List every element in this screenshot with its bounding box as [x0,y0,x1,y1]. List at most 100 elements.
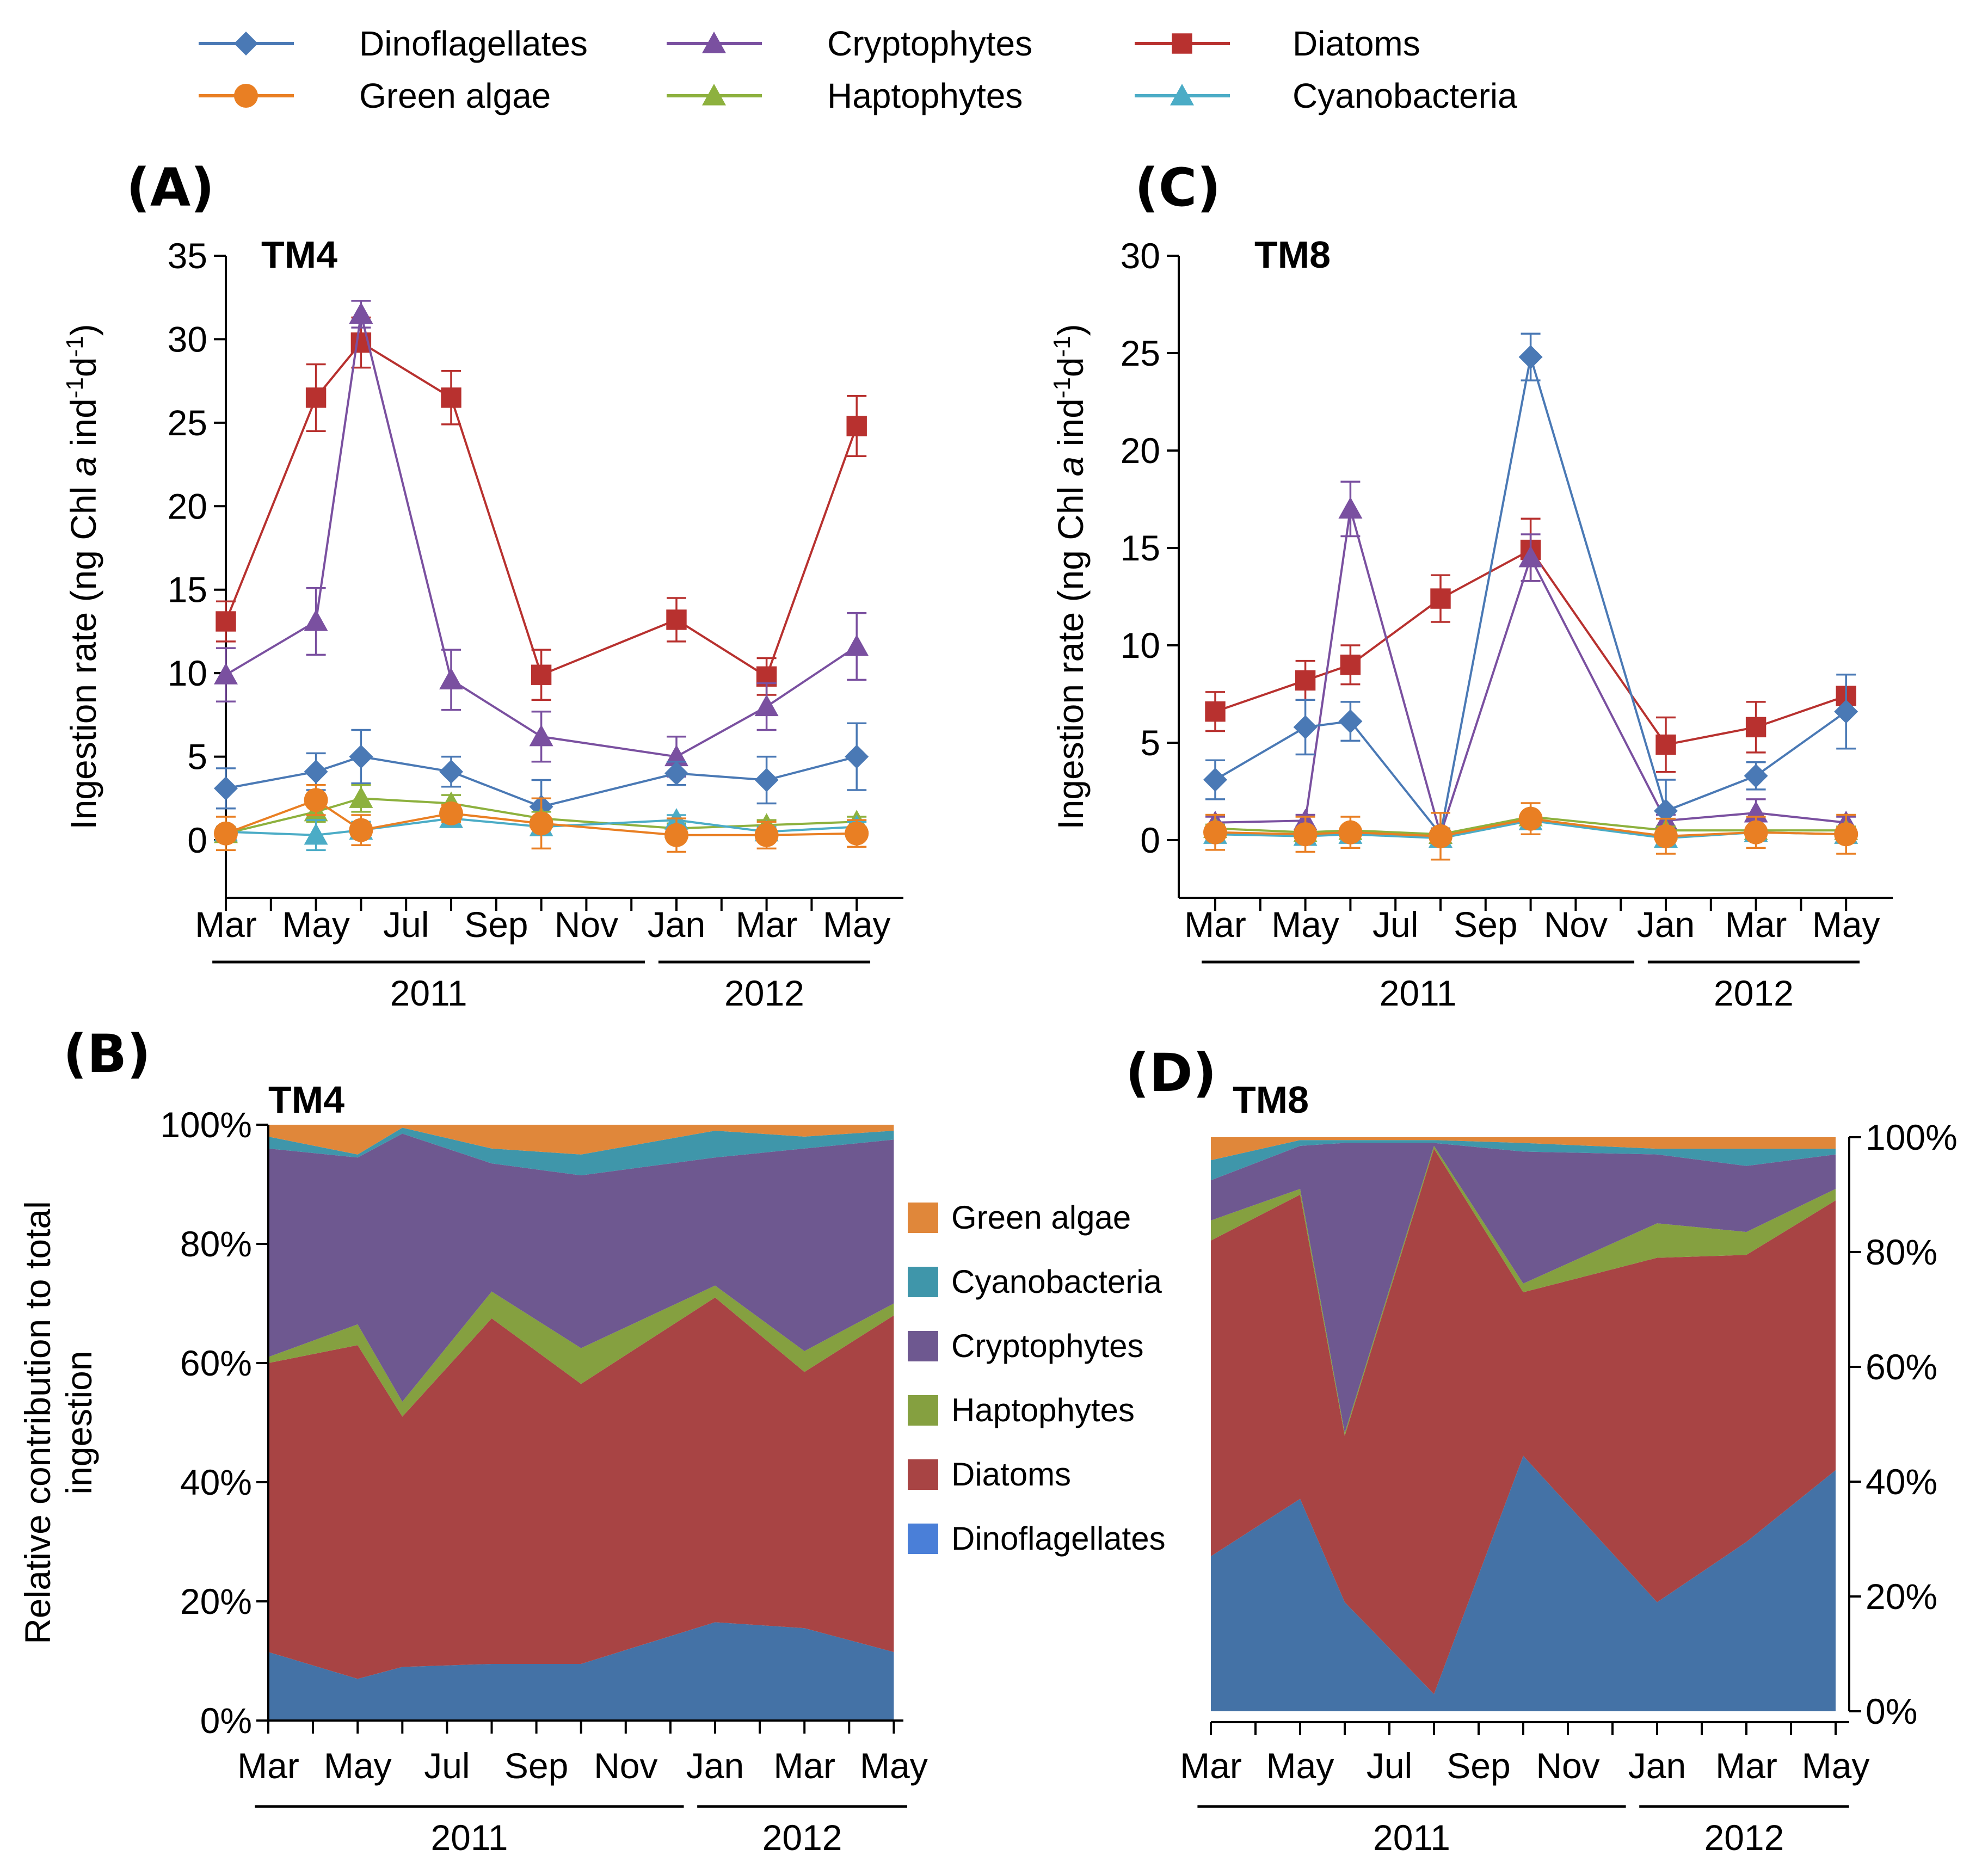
y-tick-label: 15 [1121,528,1160,568]
area-legend-item: Cyanobacteria [908,1263,1162,1300]
area-dinoflagellates [1211,1456,1836,1711]
x-tick-label: Jul [383,904,429,945]
legend-label: Green algae [951,1199,1131,1236]
data-point [304,760,328,784]
x-tick-label: Jul [1367,1746,1412,1786]
area-dinoflagellates [268,1622,894,1721]
series-line [225,313,858,758]
x-tick-label: May [1802,1746,1870,1786]
data-point [754,768,779,792]
x-tick-label: May [823,904,891,945]
y-tick-label: 80% [180,1224,252,1264]
y-tick-label: 35 [168,236,207,276]
panel-letter: (B) [63,1024,151,1084]
data-point [1338,820,1363,844]
series-line [1215,508,1847,838]
x-tick-label: Mar [1180,1746,1242,1786]
y-axis-label-part: a [63,457,103,477]
data-point [846,416,867,436]
series-dinoflagellates [1203,332,1858,847]
y-tick-label: 20 [168,486,207,526]
x-tick-label: Jan [648,904,705,945]
site-label: TM8 [1233,1078,1309,1121]
y-axis-label-part: -1 [61,377,88,398]
y-tick-label: 5 [187,737,207,777]
data-point [349,818,373,842]
data-point [1429,824,1452,848]
data-point [664,823,688,847]
y-axis-label-part: ) [63,324,103,336]
data-point [664,761,688,786]
data-point [1654,824,1678,848]
data-point [1518,345,1543,369]
year-label: 2012 [1714,973,1794,1013]
x-tick-label: Sep [1447,1746,1510,1786]
legend-item: Diatoms [1135,24,1420,63]
y-tick-label: 20 [1121,430,1160,471]
data-point [1518,806,1543,831]
series-green-algae [214,784,869,853]
y-tick-label: 40% [180,1462,252,1502]
area-cryptophytes [1211,1143,1836,1433]
legend-label: Dinoflagellates [359,24,588,63]
area-diatoms [1211,1149,1836,1694]
year-label: 2011 [430,1817,508,1858]
area-cyanobacteria [268,1127,894,1176]
y-axis-label-part: ind [1050,398,1091,456]
y-tick-label: 60% [180,1343,252,1383]
data-point [304,609,328,631]
x-tick-label: Jul [1372,904,1418,945]
data-point [349,302,373,324]
series-cryptophytes [214,300,869,778]
area-legend-item: Green algae [908,1199,1131,1236]
legend-swatch [908,1524,938,1554]
legend-label: Cryptophytes [827,24,1032,63]
data-point [304,823,328,845]
x-tick-label: May [860,1746,928,1786]
data-point [214,776,238,800]
series-dinoflagellates [214,722,869,835]
area-green-algae [268,1125,894,1155]
area-legend-item: Dinoflagellates [908,1520,1166,1557]
legend-swatch [908,1267,938,1297]
x-tick-label: Nov [1536,1746,1599,1786]
x-tick-label: Nov [555,904,618,945]
area-cyanobacteria [1211,1140,1836,1181]
data-point [529,724,553,747]
y-axis-label: Ingestion rate (ng Chl a ind-1d-1) [1049,324,1091,829]
y-axis-label-part: ) [1050,324,1091,336]
y-axis-label-part: Ingestion rate (ng Chl [1050,476,1091,829]
area-cryptophytes [268,1133,894,1402]
x-tick-label: May [324,1746,392,1786]
x-tick-label: May [1271,904,1339,945]
y-tick-label: 30 [1121,236,1160,276]
legend-label: Haptophytes [951,1392,1135,1428]
legend-marker [234,84,258,108]
y-tick-label: 100% [1866,1117,1958,1157]
x-tick-label: Sep [464,904,528,945]
data-point [439,668,463,690]
data-point [305,387,327,408]
y-axis-label: Relative contribution to totalingestion [17,1201,99,1644]
data-point [1744,763,1768,788]
series-line [225,797,857,835]
y-tick-label: 100% [160,1105,252,1145]
line-chart-tm8: (C) TM8 0 5 10 15 20 25 30 Ingestion rate (ng Chl… [1049,157,1893,1013]
data-point [845,634,869,656]
data-point [754,694,779,717]
data-point [1430,588,1451,609]
y-tick-label: 15 [168,570,207,610]
site-label: TM8 [1254,233,1331,276]
legend-marker [1172,33,1192,54]
y-axis-label-line: ingestion [59,1351,99,1494]
data-point [304,788,328,812]
area-haptophytes [268,1285,894,1417]
line-chart-tm4: (A) TM4 0 5 10 15 20 25 30 35 Ingestion rate (ng C… [61,157,903,1013]
x-tick-label: Jul [424,1746,470,1786]
area-legend-item: Diatoms [908,1456,1071,1493]
year-label: 2011 [390,973,467,1013]
y-tick-label: 10 [1121,625,1160,665]
data-point [845,744,869,769]
